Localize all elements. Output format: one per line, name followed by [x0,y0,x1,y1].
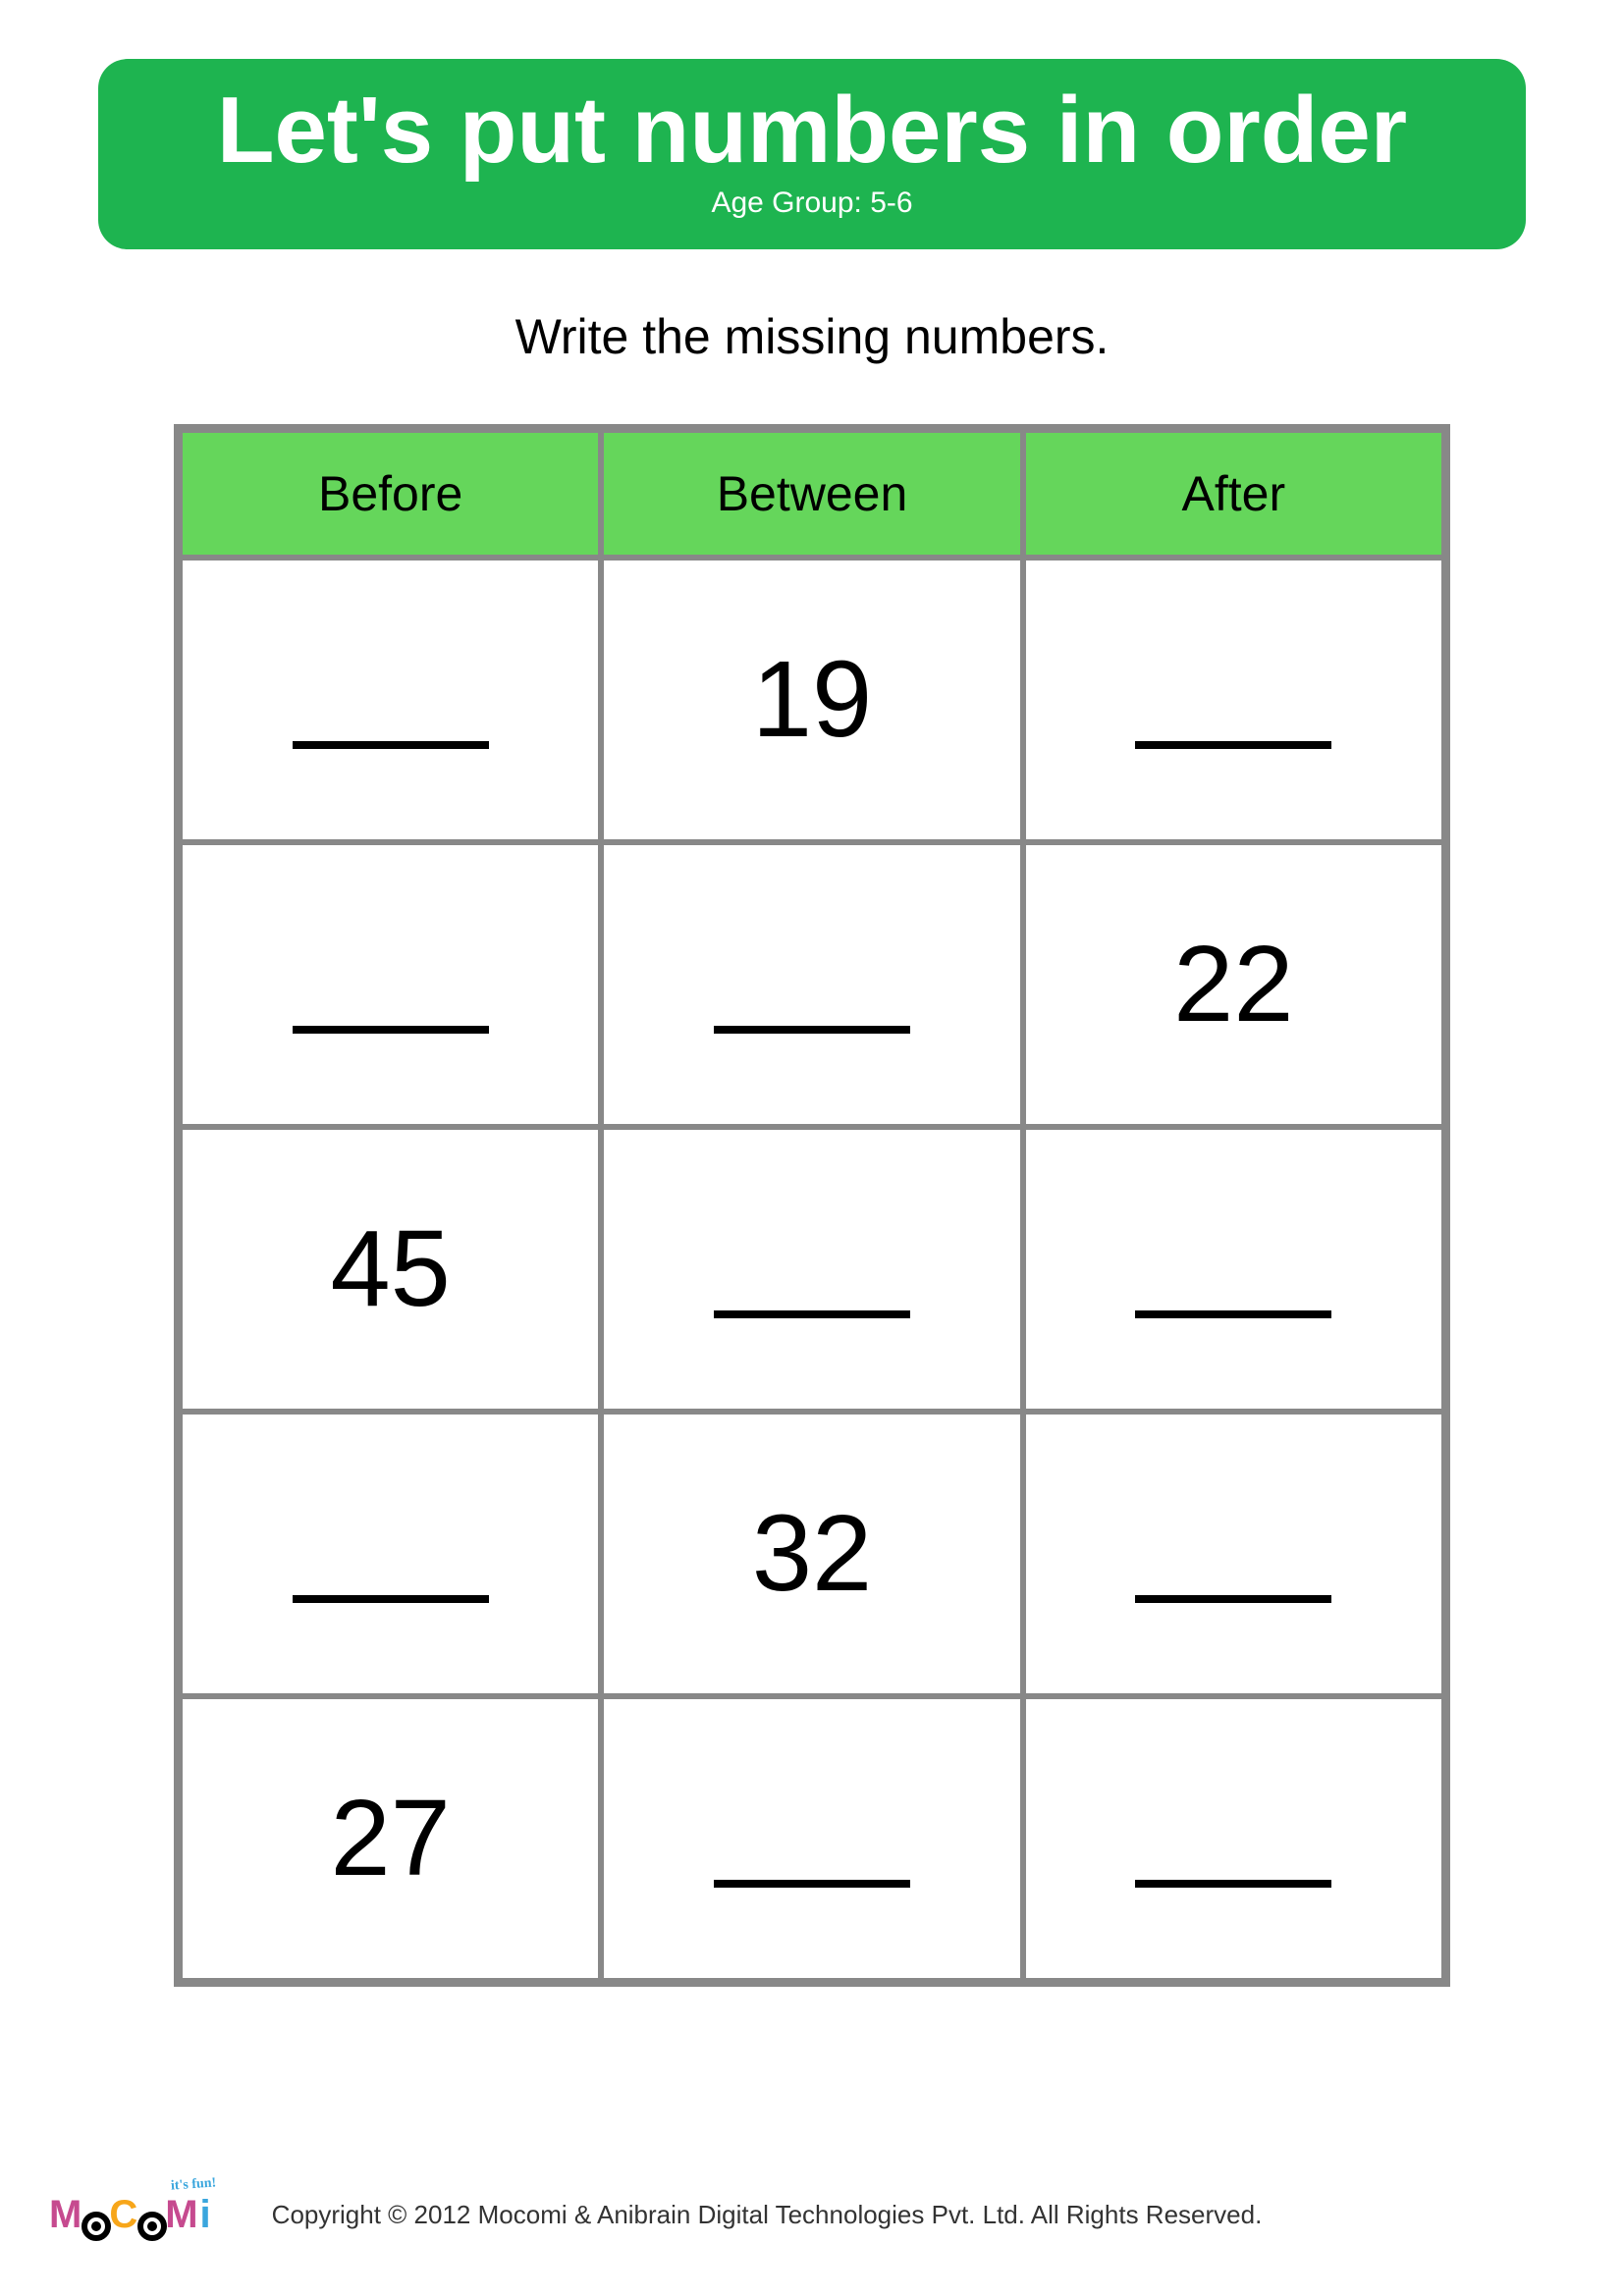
cell-between[interactable] [601,842,1022,1127]
blank-line [714,1880,910,1888]
cell-after[interactable] [1023,1127,1444,1412]
table-row: 27 [180,1696,1444,1981]
cell-between[interactable] [601,1127,1022,1412]
col-header-between: Between [601,430,1022,558]
cell-before[interactable] [180,842,601,1127]
cell-between: 32 [601,1412,1022,1696]
page-title: Let's put numbers in order [137,79,1487,183]
table-header-row: Before Between After [180,430,1444,558]
page-footer: it's fun! MCMi Copyright © 2012 Mocomi &… [0,2193,1624,2237]
table-row: 45 [180,1127,1444,1412]
age-group-label: Age Group: 5-6 [137,187,1487,220]
blank-line [1135,1310,1331,1318]
col-header-after: After [1023,430,1444,558]
instructions-text: Write the missing numbers. [98,308,1526,365]
cell-after[interactable] [1023,558,1444,842]
table-row: 32 [180,1412,1444,1696]
cell-before: 45 [180,1127,601,1412]
cell-before[interactable] [180,1412,601,1696]
col-header-before: Before [180,430,601,558]
logo-tagline: it's fun! [171,2175,217,2194]
cell-after: 22 [1023,842,1444,1127]
cell-between: 19 [601,558,1022,842]
logo-letter: i [200,2193,213,2236]
blank-line [1135,741,1331,749]
blank-line [293,741,489,749]
blank-line [1135,1595,1331,1603]
logo-eye-icon [81,2212,111,2241]
logo-letter: C [109,2193,139,2236]
worksheet-page: Let's put numbers in order Age Group: 5-… [0,0,1624,2296]
cell-after[interactable] [1023,1412,1444,1696]
logo-letter: M [165,2193,199,2236]
number-order-table: Before Between After 19 22 45 32 [174,424,1450,1987]
table-row: 22 [180,842,1444,1127]
blank-line [714,1026,910,1034]
blank-line [293,1595,489,1603]
cell-before: 27 [180,1696,601,1981]
copyright-text: Copyright © 2012 Mocomi & Anibrain Digit… [272,2200,1263,2230]
blank-line [714,1310,910,1318]
cell-after[interactable] [1023,1696,1444,1981]
blank-line [293,1026,489,1034]
table-row: 19 [180,558,1444,842]
cell-before[interactable] [180,558,601,842]
blank-line [1135,1880,1331,1888]
cell-between[interactable] [601,1696,1022,1981]
logo-letter: M [49,2193,83,2236]
logo-eye-icon [137,2212,167,2241]
mocomi-logo: it's fun! MCMi [49,2193,213,2237]
header-banner: Let's put numbers in order Age Group: 5-… [98,59,1526,249]
